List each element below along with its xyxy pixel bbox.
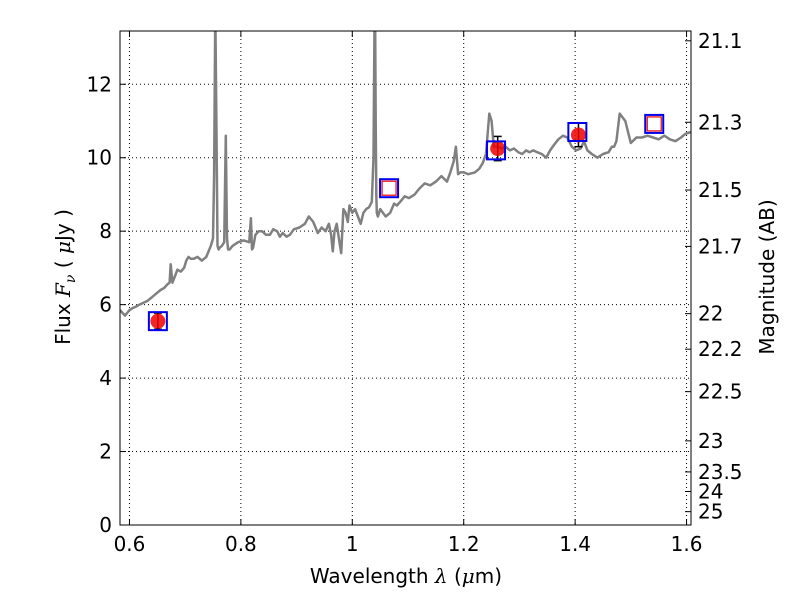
axis-ticks [120, 31, 691, 526]
magnitude-tick-label: 21.1 [698, 29, 743, 53]
x-tick-label: 0.8 [225, 532, 257, 556]
model-photometry-marker [644, 113, 665, 134]
magnitude-axis-title: Magnitude (AB) [755, 199, 779, 354]
open-square-marker [646, 116, 662, 132]
open-square-marker [381, 180, 397, 196]
markers [147, 113, 665, 332]
y-axis-title: Flux Fν ( μJy ) [51, 209, 79, 345]
magnitude-tick-label: 22.2 [698, 337, 743, 361]
model-photometry-marker [567, 122, 588, 143]
y-tick-label: 0 [99, 513, 112, 537]
model-spectrum-line [120, 31, 691, 317]
magnitude-tick-label: 25 [698, 500, 723, 524]
magnitude-tick-label: 21.7 [698, 234, 743, 258]
grid-lines [120, 31, 691, 526]
y-tick-label: 6 [99, 293, 112, 317]
observed-point [490, 141, 506, 157]
observed-point [150, 313, 166, 329]
magnitude-tick-label: 22.5 [698, 380, 743, 404]
observed-point [570, 127, 586, 143]
model-photometry-marker [379, 178, 400, 199]
y-tick-label: 10 [87, 146, 112, 170]
x-tick-label: 1.4 [559, 532, 591, 556]
y-tick-label: 12 [87, 72, 112, 96]
x-tick-label: 1.2 [448, 532, 480, 556]
magnitude-tick-label: 22 [698, 302, 723, 326]
magnitude-tick-label: 23.5 [698, 460, 743, 484]
x-tick-label: 0.6 [114, 532, 146, 556]
tick-labels: 0.6 0.8 1 1.2 1.4 1.602468101221.121.321.521.… [87, 29, 743, 556]
x-tick-label: 1 [346, 532, 359, 556]
plot-area [120, 31, 691, 317]
magnitude-tick-label: 24 [698, 480, 723, 504]
y-tick-label: 8 [99, 219, 112, 243]
magnitude-tick-label: 21.3 [698, 110, 743, 134]
plot-frame [119, 30, 692, 526]
magnitude-tick-label: 23 [698, 429, 723, 453]
x-axis-title: Wavelength λ (μm) [310, 564, 502, 588]
model-photometry-marker [486, 140, 507, 161]
y-tick-label: 2 [99, 440, 112, 464]
model-photometry-marker [147, 311, 168, 332]
magnitude-tick-label: 21.5 [698, 178, 743, 202]
y-tick-label: 4 [99, 366, 112, 390]
x-tick-label: 1.6 [671, 532, 703, 556]
